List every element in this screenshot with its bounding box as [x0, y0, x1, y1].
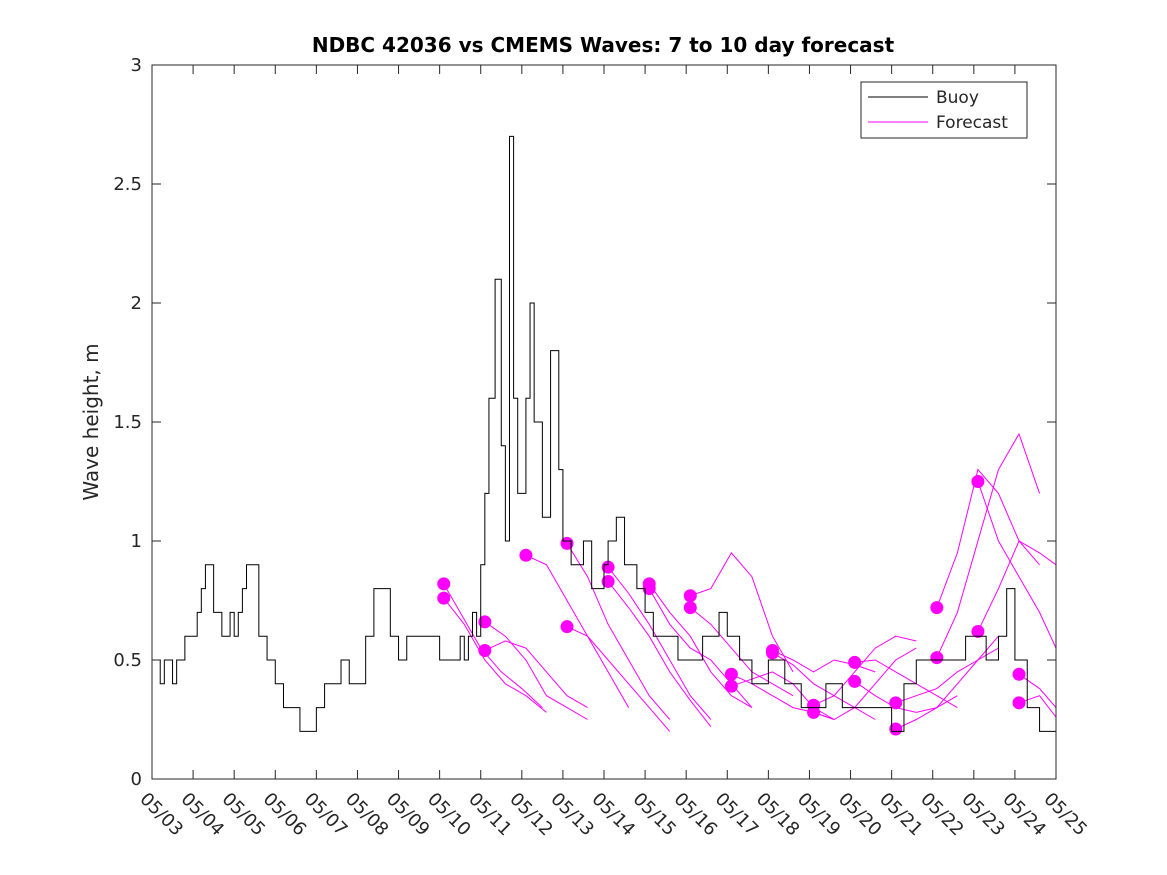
forecast-line	[854, 659, 958, 709]
forecast-line	[690, 552, 794, 673]
forecast-start-point	[683, 601, 697, 615]
forecast-start-point	[848, 655, 862, 669]
legend-label-buoy: Buoy	[936, 88, 979, 108]
forecast-line	[443, 597, 547, 713]
forecast-line	[895, 647, 999, 704]
x-tick-label: 05/17	[711, 789, 763, 841]
legend-box	[860, 81, 1028, 139]
plot-frame	[151, 64, 1057, 780]
y-axis-label: Wave height, m	[79, 343, 103, 500]
forecast-start-point	[807, 705, 821, 719]
forecast-line	[772, 652, 876, 720]
forecast-line	[566, 543, 671, 720]
forecast-start-point	[889, 696, 903, 710]
forecast-start-point	[560, 536, 574, 550]
x-tick-label: 05/09	[382, 789, 434, 841]
forecast-line	[854, 681, 958, 713]
x-tick-label: 05/20	[834, 789, 886, 841]
x-tick-label: 05/07	[300, 789, 352, 841]
forecast-start-point	[601, 574, 615, 588]
forecast-start-point	[724, 679, 738, 693]
x-tick-label: 05/15	[629, 789, 681, 841]
forecast-start-point	[642, 582, 656, 596]
forecast-line	[566, 626, 671, 732]
x-tick-label: 05/21	[875, 789, 927, 841]
forecast-start-point	[1012, 667, 1026, 681]
chart-title: NDBC 42036 vs CMEMS Waves: 7 to 10 day f…	[312, 33, 895, 57]
forecast-line	[484, 621, 588, 720]
x-tick-label: 05/22	[916, 789, 968, 841]
forecast-start-point	[478, 643, 492, 657]
x-tick-label: 05/23	[957, 789, 1009, 841]
buoy-line	[152, 135, 1057, 732]
forecast-line	[813, 647, 917, 721]
forecast-line	[484, 640, 588, 709]
x-tick-label: 05/03	[135, 789, 187, 841]
y-tick-label: 1.5	[113, 412, 142, 433]
forecast-start-point	[765, 646, 779, 660]
forecast-start-point	[437, 591, 451, 605]
forecast-line	[977, 481, 1057, 649]
forecast-start-point	[478, 615, 492, 629]
x-tick-label: 05/19	[793, 789, 845, 841]
y-tick-label: 1	[131, 531, 142, 552]
forecast-start-point	[848, 674, 862, 688]
x-tick-label: 05/14	[587, 789, 639, 841]
forecast-line	[443, 583, 543, 708]
forecast-line	[936, 468, 1040, 608]
y-tick-label: 0.5	[113, 650, 142, 671]
x-tick-label: 05/10	[423, 789, 475, 841]
x-tick-label: 05/18	[752, 789, 804, 841]
y-tick-label: 2.5	[113, 174, 142, 195]
y-tick-label: 0	[131, 769, 142, 790]
legend-label-forecast: Forecast	[936, 113, 1008, 133]
forecast-line	[607, 581, 712, 727]
forecast-line	[1018, 695, 1057, 718]
y-tick-label: 3	[131, 55, 142, 76]
forecast-start-point	[930, 651, 944, 665]
forecast-start-point	[971, 624, 985, 638]
x-tick-label: 05/13	[546, 789, 598, 841]
forecast-start-point	[971, 475, 985, 488]
forecast-line	[895, 635, 999, 730]
forecast-start-point	[930, 601, 944, 615]
buoy-series	[152, 135, 1057, 732]
x-tick-label: 05/05	[218, 789, 270, 841]
forecast-start-point	[601, 560, 615, 574]
x-tick-label: 05/11	[464, 789, 516, 841]
forecast-line	[525, 554, 630, 708]
x-tick-label: 05/25	[1039, 789, 1091, 841]
forecast-start-point	[683, 589, 697, 603]
x-tick-label: 05/06	[259, 789, 311, 841]
x-tick-label: 05/16	[670, 789, 722, 841]
forecast-start-point	[437, 577, 451, 591]
y-tick-label: 2	[131, 293, 142, 314]
forecast-line	[813, 635, 917, 706]
x-tick-label: 05/24	[998, 789, 1050, 841]
forecast-line	[607, 566, 712, 720]
forecast-line	[1018, 673, 1057, 708]
x-tick-label: 05/08	[341, 789, 393, 841]
forecast-start-point	[1012, 696, 1026, 710]
x-tick-label: 05/04	[177, 789, 229, 841]
forecast-start-point	[889, 722, 903, 736]
plot-area	[152, 65, 1056, 779]
x-tick-label: 05/12	[505, 789, 557, 841]
forecast-start-point	[724, 667, 738, 681]
forecast-start-point	[560, 620, 574, 634]
legend: Buoy Forecast	[860, 81, 1028, 139]
forecast-line	[936, 432, 1041, 658]
forecast-start-point	[519, 548, 533, 562]
forecast-line	[977, 540, 1057, 632]
